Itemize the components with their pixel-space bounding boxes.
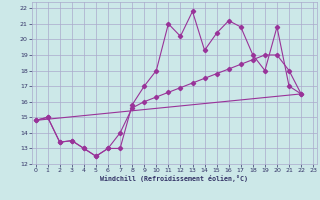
- X-axis label: Windchill (Refroidissement éolien,°C): Windchill (Refroidissement éolien,°C): [100, 175, 248, 182]
